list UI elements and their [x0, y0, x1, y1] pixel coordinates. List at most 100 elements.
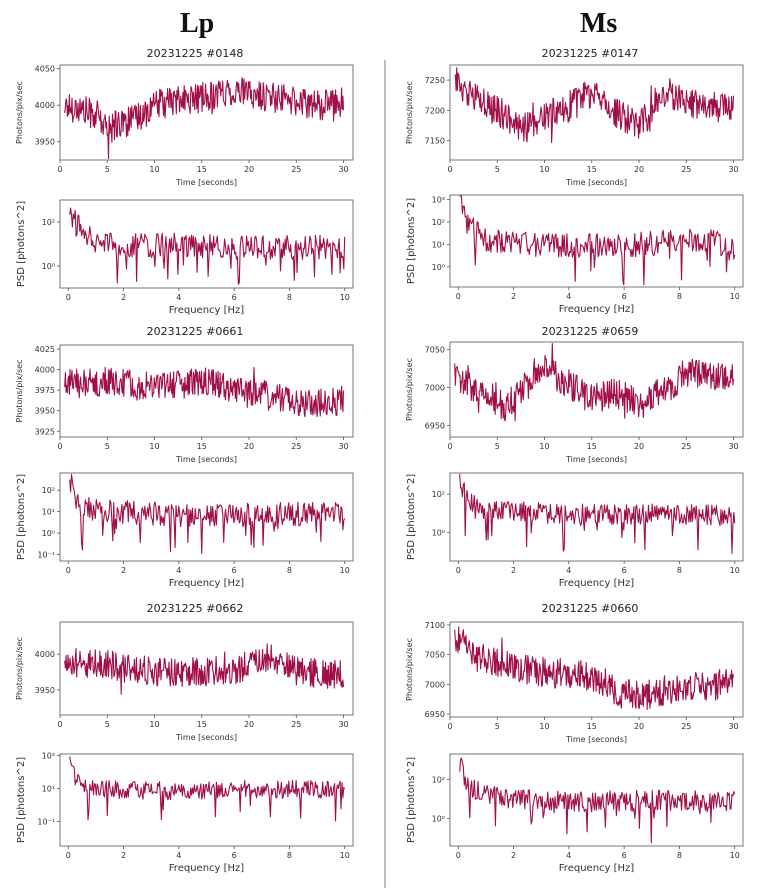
axes-frame	[59, 753, 354, 847]
x-tick-label: 5	[495, 165, 500, 174]
time-series-chart: 0 5 10 15 20 25 30 3950 4000 4050 Time [seconds] Ph…	[15, 64, 354, 187]
y-tick-label: 10⁻¹	[37, 817, 55, 826]
x-tick-label: 10	[149, 165, 159, 174]
psd-chart: 0 2 4 6 8 10 10⁻¹ 10⁰ 10¹ 10² Frequency [Hz] PSD [p…	[16, 472, 354, 589]
x-tick-label: 30	[338, 720, 348, 729]
x-tick-label: 25	[291, 720, 301, 729]
x-axis-label: Frequency [Hz]	[559, 863, 635, 874]
x-tick-label: 15	[197, 165, 207, 174]
y-axis-label: Photons/pix/sec	[15, 360, 24, 423]
y-axis-label: PSD [photons^2]	[16, 474, 27, 560]
axes-frame	[59, 621, 354, 716]
x-tick-label: 10	[149, 720, 159, 729]
y-tick-label: 3950	[35, 686, 55, 695]
x-tick-label: 25	[291, 165, 301, 174]
x-tick-label: 8	[677, 292, 682, 301]
column-divider	[384, 60, 386, 888]
x-tick-label: 20	[244, 720, 254, 729]
x-axis-label: Frequency [Hz]	[169, 305, 245, 316]
x-tick-label: 0	[57, 720, 62, 729]
x-tick-label: 30	[728, 722, 738, 731]
x-tick-label: 15	[587, 722, 597, 731]
axes-frame	[59, 64, 354, 161]
time-series-chart: 0 5 10 15 20 25 30 7150 7200 7250 Time [seconds] Ph…	[405, 64, 744, 187]
x-axis-label: Frequency [Hz]	[169, 863, 245, 874]
x-tick-label: 6	[232, 566, 237, 575]
x-tick-label: 30	[728, 165, 738, 174]
plot-title: 20231225 #0148	[146, 47, 244, 60]
x-tick-label: 10	[539, 165, 549, 174]
x-tick-label: 0	[57, 442, 62, 451]
y-tick-label: 10⁰	[432, 528, 445, 537]
y-tick-label: 3925	[35, 427, 55, 436]
x-axis-label: Time [seconds]	[565, 178, 627, 187]
x-tick-label: 25	[681, 442, 691, 451]
y-axis-label: Photons/pix/sec	[405, 81, 414, 144]
x-tick-label: 8	[287, 293, 292, 302]
x-tick-label: 10	[340, 566, 350, 575]
x-axis-label: Time [seconds]	[175, 455, 237, 464]
x-tick-label: 4	[176, 566, 181, 575]
x-tick-label: 10	[340, 293, 350, 302]
y-tick-label: 6950	[425, 710, 445, 719]
y-tick-label: 7250	[425, 76, 445, 85]
x-tick-label: 0	[66, 293, 71, 302]
x-tick-label: 4	[566, 566, 571, 575]
axes-frame	[449, 753, 744, 847]
x-axis-label: Time [seconds]	[175, 178, 237, 187]
psd-chart: 0 2 4 6 8 10 10⁰ 10² Frequency [Hz] PSD [photons^…	[406, 753, 744, 874]
axes-frame	[59, 472, 354, 562]
x-axis-label: Time [seconds]	[565, 455, 627, 464]
y-axis-label: Photons/pix/sec	[405, 358, 414, 421]
y-tick-label: 10³	[432, 195, 445, 204]
x-tick-label: 4	[176, 851, 181, 860]
x-tick-label: 25	[681, 722, 691, 731]
series-line	[454, 67, 735, 144]
axes-frame	[449, 621, 744, 718]
y-tick-label: 10⁰	[432, 815, 445, 824]
x-tick-label: 10	[730, 851, 740, 860]
series-line	[459, 473, 736, 554]
x-axis-label: Time [seconds]	[565, 735, 627, 744]
x-tick-label: 5	[105, 720, 110, 729]
x-tick-label: 6	[232, 293, 237, 302]
x-tick-label: 10	[539, 442, 549, 451]
y-axis-label: Photons/pix/sec	[15, 81, 24, 144]
y-tick-label: 10⁰	[432, 263, 445, 272]
column-header-ms: Ms	[580, 8, 618, 39]
y-axis-label: Photons/pix/sec	[15, 637, 24, 700]
column-header-lp: Lp	[180, 8, 215, 39]
x-tick-label: 8	[287, 566, 292, 575]
y-tick-label: 10⁰	[42, 529, 55, 538]
series-line	[69, 474, 346, 555]
y-tick-label: 6950	[425, 422, 445, 431]
y-tick-label: 4000	[35, 101, 55, 110]
y-tick-label: 10⁻¹	[37, 551, 55, 560]
time-series-chart: 0 5 10 15 20 25 30 6950 7000 7050 7100 Time [second…	[405, 621, 744, 744]
y-tick-label: 3950	[35, 407, 55, 416]
x-tick-label: 5	[495, 722, 500, 731]
series-line	[64, 366, 345, 418]
y-tick-label: 4000	[35, 366, 55, 375]
x-tick-label: 10	[730, 566, 740, 575]
y-tick-label: 10²	[42, 486, 55, 495]
series-line	[459, 757, 736, 844]
x-tick-label: 2	[511, 566, 516, 575]
psd-chart: 0 2 4 6 8 10 10⁻¹ 10¹ 10³ Frequency [Hz] PSD [phot…	[16, 752, 354, 874]
x-tick-label: 8	[677, 566, 682, 575]
x-tick-label: 2	[511, 292, 516, 301]
x-tick-label: 0	[456, 292, 461, 301]
psd-chart: 0 2 4 6 8 10 10⁰ 10² Frequency [Hz] PSD [photons^…	[16, 199, 354, 316]
x-tick-label: 5	[495, 442, 500, 451]
y-tick-label: 10²	[432, 490, 445, 499]
plot-title: 20231225 #0660	[541, 602, 639, 615]
x-tick-label: 30	[338, 442, 348, 451]
x-tick-label: 6	[622, 566, 627, 575]
y-tick-label: 7050	[425, 651, 445, 660]
y-axis-label: PSD [photons^2]	[406, 474, 417, 560]
axes-frame	[59, 344, 354, 438]
x-axis-label: Frequency [Hz]	[559, 578, 635, 589]
y-axis-label: Photons/pix/sec	[405, 638, 414, 701]
x-tick-label: 2	[121, 566, 126, 575]
y-tick-label: 7150	[425, 137, 445, 146]
